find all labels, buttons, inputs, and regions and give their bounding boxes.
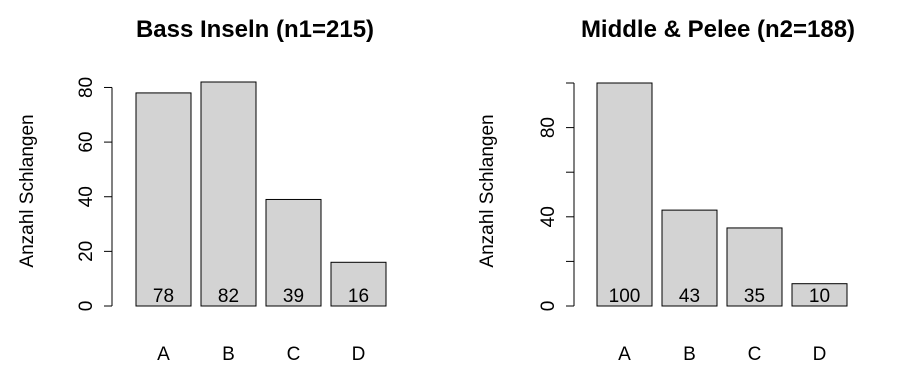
chart-2-y-axis-label: Anzahl Schlangen [477, 114, 498, 267]
chart-1-bar-B [200, 81, 257, 307]
chart-1-bars: 78 82 39 16 [135, 81, 387, 307]
chart-2-y-tick-label: 80 [538, 117, 559, 138]
chart-1-y-tick-label: 0 [76, 301, 97, 312]
chart-1-bar-D [330, 261, 387, 307]
chart-2-data-label: 100 [609, 286, 641, 307]
chart-1-data-label: 82 [218, 286, 239, 307]
chart-1-y-tick-label: 40 [76, 186, 97, 207]
chart-2-title: Middle & Pelee (n2=188) [581, 16, 855, 43]
chart-1-category-label: A [157, 344, 170, 365]
chart-2-data-label: 43 [679, 286, 700, 307]
chart-1-category-labels: A B C D [157, 344, 365, 365]
chart-1-y-tick-label: 60 [76, 132, 97, 153]
chart-1-category-label: D [352, 344, 366, 365]
chart-1-data-label: 39 [283, 286, 304, 307]
chart-1-data-label: 16 [348, 286, 369, 307]
chart-2-data-label: 10 [809, 286, 830, 307]
chart-1-y-axis-label: Anzahl Schlangen [17, 114, 38, 267]
chart-1-bar-C [265, 198, 322, 307]
chart-1-category-label: B [222, 344, 235, 365]
chart-2-category-label: A [618, 344, 631, 365]
chart-2-category-labels: A B C D [618, 344, 826, 365]
chart-2-category-label: B [683, 344, 696, 365]
chart-2-y-axis: 0 40 80 [538, 82, 575, 312]
chart-2-y-tick-label: 40 [538, 206, 559, 227]
chart-2-bar-C [726, 227, 783, 307]
chart-1-category-label: C [287, 344, 301, 365]
chart-panel-2: Middle & Pelee (n2=188) Anzahl Schlangen… [477, 16, 855, 365]
chart-1-y-tick-label: 20 [76, 241, 97, 262]
chart-2-category-label: D [813, 344, 827, 365]
chart-1-y-tick-label: 80 [76, 77, 97, 98]
chart-1-data-label: 78 [153, 286, 174, 307]
chart-2-bar-A [596, 82, 653, 307]
chart-1-y-axis: 0 20 40 60 80 [76, 77, 113, 312]
chart-2-data-label: 35 [744, 286, 765, 307]
chart-2-bar-D [791, 283, 848, 307]
chart-2-y-tick-label: 0 [538, 301, 559, 312]
chart-2-bars: 100 43 35 10 [596, 82, 848, 307]
chart-panel-1: Bass Inseln (n1=215) Anzahl Schlangen 0 2… [17, 16, 387, 365]
chart-1-title: Bass Inseln (n1=215) [136, 16, 374, 43]
chart-2-category-label: C [748, 344, 762, 365]
chart-1-bar-A [135, 92, 192, 307]
chart-2-bar-B [661, 209, 718, 307]
